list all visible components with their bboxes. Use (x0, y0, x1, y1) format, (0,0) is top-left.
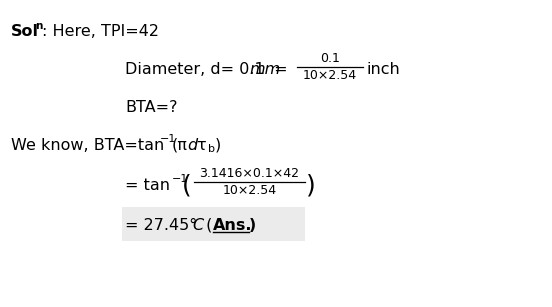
Text: 3.1416×0.1×42: 3.1416×0.1×42 (199, 167, 300, 180)
Text: : Here, TPI=42: : Here, TPI=42 (42, 25, 159, 40)
Text: 10×2.54: 10×2.54 (303, 69, 357, 82)
Text: =: = (269, 63, 288, 77)
Text: Diameter, d= 0.1: Diameter, d= 0.1 (125, 63, 265, 77)
Text: b: b (208, 144, 215, 154)
Text: (: ( (182, 173, 192, 197)
Text: −1: −1 (160, 134, 177, 144)
Text: ): ) (306, 173, 316, 197)
FancyBboxPatch shape (122, 207, 305, 241)
Text: ): ) (249, 217, 256, 232)
Text: = tan: = tan (125, 177, 170, 192)
Text: inch: inch (366, 63, 400, 77)
Text: mm: mm (249, 63, 280, 77)
Text: C: C (192, 217, 203, 232)
Text: Sol: Sol (11, 25, 39, 40)
Text: (π: (π (172, 138, 188, 153)
Text: −1: −1 (172, 174, 188, 184)
Text: BTA=?: BTA=? (125, 99, 178, 115)
Text: n: n (35, 21, 43, 31)
Text: We know, BTA=tan: We know, BTA=tan (11, 138, 164, 153)
Text: Ans.: Ans. (213, 217, 252, 232)
Text: 0.1: 0.1 (320, 52, 340, 65)
Text: 10×2.54: 10×2.54 (222, 184, 277, 197)
Text: d: d (187, 138, 197, 153)
Text: ): ) (215, 138, 221, 153)
Text: (: ( (201, 217, 213, 232)
Text: = 27.45°: = 27.45° (125, 217, 197, 232)
Text: τ: τ (196, 138, 206, 153)
